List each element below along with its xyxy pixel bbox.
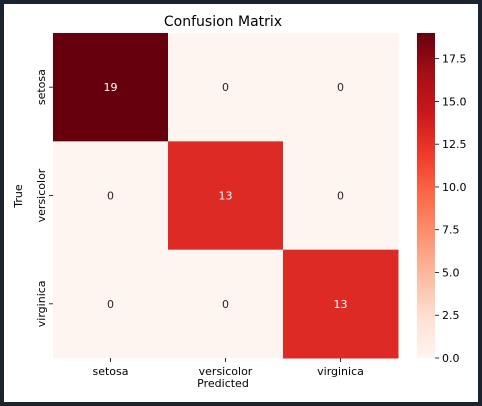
- heatmap-cell-versicolor-setosa: [53, 141, 169, 251]
- y-tick-labels: setosa versicolor virginica: [35, 69, 53, 327]
- heatmap-cell-setosa-setosa: [53, 33, 169, 142]
- heatmap-cell-versicolor-virginica: [283, 141, 399, 251]
- cell-value-virginica-setosa: 0: [107, 298, 114, 311]
- colorbar-tick-label: 17.5: [442, 53, 467, 66]
- colorbar-tick-label: 15.0: [442, 95, 467, 108]
- heatmap-cell-virginica-virginica: [283, 249, 399, 359]
- cell-value-versicolor-versicolor: 13: [219, 190, 233, 203]
- cell-value-versicolor-virginica: 0: [337, 190, 344, 203]
- heatmap-cell-versicolor-versicolor: [168, 141, 284, 251]
- y-tick-label-setosa: setosa: [35, 69, 48, 105]
- cell-value-setosa-virginica: 0: [337, 81, 344, 94]
- heatmap-cells: [53, 33, 399, 359]
- cell-value-setosa-versicolor: 0: [222, 81, 229, 94]
- heatmap-cell-virginica-setosa: [53, 249, 169, 359]
- cell-value-virginica-versicolor: 0: [222, 298, 229, 311]
- cell-value-versicolor-setosa: 0: [107, 190, 114, 203]
- cell-annotations: 19 0 0 0 13 0 0 0 13: [104, 81, 348, 311]
- y-axis-label: True: [12, 184, 25, 209]
- y-tick-label-versicolor: versicolor: [35, 168, 48, 222]
- x-axis-label: Predicted: [197, 377, 249, 390]
- heatmap-cell-setosa-virginica: [283, 33, 399, 142]
- colorbar-tick-label: 5.0: [442, 266, 460, 279]
- x-tick-label-virginica: virginica: [317, 365, 364, 378]
- colorbar: [417, 33, 435, 358]
- confusion-matrix-chart: Confusion Matrix 19 0 0 0 13 0 0 0 13 setosa vers…: [12, 14, 467, 390]
- colorbar-tick-label: 7.5: [442, 224, 460, 237]
- chart-title: Confusion Matrix: [164, 14, 282, 30]
- chart-frame: Confusion Matrix 19 0 0 0 13 0 0 0 13 setosa vers…: [4, 4, 478, 402]
- colorbar-ticks: 0.0 2.5 5.0 7.5 10.0 12.5 15.0 17.5: [435, 53, 467, 365]
- heatmap-cell-setosa-versicolor: [168, 33, 284, 142]
- cell-value-virginica-virginica: 13: [334, 298, 348, 311]
- colorbar-tick-label: 0.0: [442, 352, 460, 365]
- colorbar-tick-label: 2.5: [442, 309, 460, 322]
- x-tick-label-setosa: setosa: [92, 365, 128, 378]
- y-tick-label-virginica: virginica: [35, 280, 48, 327]
- heatmap-cell-virginica-versicolor: [168, 249, 284, 359]
- x-tick-labels: setosa versicolor virginica: [92, 358, 364, 378]
- x-tick-label-versicolor: versicolor: [199, 365, 253, 378]
- cell-value-setosa-setosa: 19: [104, 81, 118, 94]
- colorbar-tick-label: 10.0: [442, 181, 467, 194]
- colorbar-tick-label: 12.5: [442, 138, 467, 151]
